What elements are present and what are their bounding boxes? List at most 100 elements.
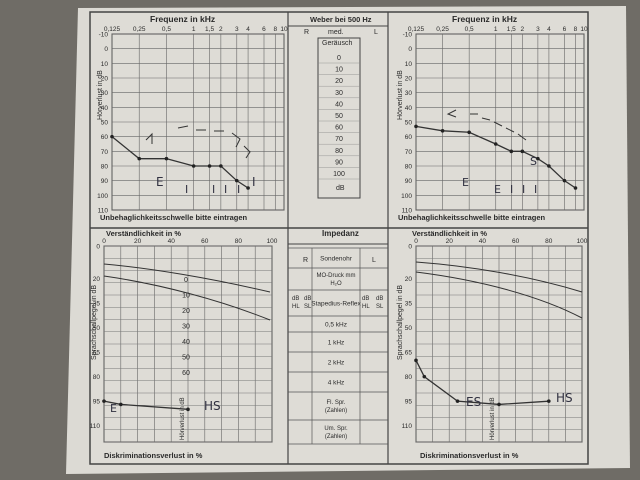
data-point (440, 129, 445, 133)
speech-y-label: 95 (405, 399, 413, 406)
speech-x-label: 40 (168, 238, 176, 245)
speech-y-label: 65 (93, 350, 101, 357)
data-point (520, 149, 525, 154)
freq-tick-label: 2 (521, 26, 525, 33)
speech-y-label: 35 (93, 301, 101, 308)
weber-level: 0 (337, 55, 341, 62)
audiogram-right-y-axis: Hörverlust in dB (397, 70, 404, 120)
db-tick-label: -10 (99, 32, 109, 39)
speech-left-points (102, 399, 190, 412)
speech-data-point (414, 358, 418, 363)
freq-tick-label: 4 (246, 26, 250, 33)
left-mark-4: I (237, 183, 240, 196)
audiogram-left-points (110, 134, 250, 190)
db-tick-label: 100 (401, 193, 412, 200)
weber-level: 10 (335, 67, 343, 74)
data-point (234, 178, 239, 183)
freq-tick-label: 0,5 (162, 26, 171, 33)
speech-x-label: 60 (512, 238, 520, 245)
freq-tick-label: 6 (262, 26, 266, 33)
speech-data-point (186, 407, 190, 412)
speech-left-grid (103, 245, 273, 443)
freq-tick-label: 2 (219, 26, 223, 33)
speech-x-label: 80 (545, 238, 553, 245)
impedanz-db-heads: dB HL dB SL dB HL dB SL (292, 296, 384, 310)
db-tick-label: 30 (405, 90, 413, 97)
form-frame (89, 11, 589, 465)
data-point (467, 130, 471, 135)
speech-inner-label: 50 (182, 355, 190, 362)
data-point (547, 164, 551, 168)
impedanz-row-label: 2 kHz (328, 360, 345, 367)
freq-tick-label: 3 (536, 26, 540, 33)
impedanz-sl-r: SL (304, 304, 312, 310)
impedanz-title: Impedanz (322, 229, 359, 238)
right-mark-i2: I (522, 183, 525, 196)
speech-data-point (102, 399, 106, 403)
left-mark-5: I (252, 175, 256, 189)
weber-levels: 0 10 20 30 40 50 60 70 80 90 100 (318, 55, 360, 180)
impedanz-hl-l: HL (362, 304, 370, 310)
freq-tick-label: 1 (192, 26, 196, 33)
freq-tick-label: 0,5 (465, 26, 474, 33)
freq-tick-label: 1,5 (205, 26, 214, 33)
weber-title: Weber bei 500 Hz (310, 15, 372, 24)
data-point (246, 186, 250, 190)
speech-y-label: 0 (408, 244, 412, 251)
impedanz-row-label: (Zahlen) (325, 408, 347, 414)
speech-x-label: 20 (134, 238, 142, 245)
impedanz-row-label: (Zahlen) (325, 434, 347, 440)
db-tick-label: 70 (101, 149, 109, 156)
db-tick-label: 40 (405, 105, 413, 112)
speech-left-loss-axis: Hörverlust in dB (180, 397, 186, 440)
freq-tick-label: 6 (563, 26, 567, 33)
weber-med: med. (328, 29, 344, 36)
freq-tick-label: 4 (547, 26, 551, 33)
freq-tick-label: 3 (235, 26, 239, 33)
left-mark-1: I (185, 183, 188, 196)
right-mark-i3: I (534, 183, 537, 196)
db-tick-label: 30 (101, 90, 109, 97)
speech-y-label: 110 (402, 423, 413, 430)
data-point (219, 164, 223, 168)
audiogram-left-freq-labels: 0,125 0,25 0,5 1 1,5 2 3 4 6 8 10 (104, 26, 288, 33)
left-mark-2: I (212, 183, 215, 196)
impedanz-db-l: dB (362, 296, 369, 302)
speech-inner-label: 10 (182, 293, 190, 300)
db-tick-label: 50 (405, 120, 413, 127)
speech-right-title: Verständlichkeit in % (412, 229, 487, 238)
freq-tick-label: 10 (580, 26, 588, 33)
db-tick-label: 40 (101, 105, 109, 112)
db-tick-label: 70 (405, 149, 413, 156)
speech-y-label: 110 (90, 423, 101, 430)
weber-level: 100 (333, 171, 345, 178)
weber-level: 60 (335, 125, 343, 132)
audiogram-left-curve (111, 136, 249, 189)
audiogram-right-points (414, 124, 578, 190)
speech-x-label: 40 (479, 238, 487, 245)
speech-left-footer: Diskriminationsverlust in % (104, 451, 203, 460)
speech-data-point (422, 374, 427, 379)
freq-tick-label: 0,25 (436, 26, 449, 33)
db-tick-label: 0 (104, 46, 108, 53)
speech-x-label: 0 (414, 238, 418, 245)
impedanz-db-r: dB (292, 296, 299, 302)
impedanz-row-label: Stapedius-Reflex (311, 301, 361, 308)
speech-right-y-axis: Sprachschallpegel in dB (397, 285, 404, 360)
data-point (562, 178, 567, 183)
impedanz-rows: Sondenohr MO-Druck mm H₂O Stapedius-Reflex 0… (311, 256, 361, 441)
speech-left-e: E (110, 402, 117, 415)
speech-data-point (497, 402, 501, 407)
audiogram-left: Frequenz in kHz 0,125 0,25 0,5 1 1,5 2 3 4 6 8 10 … (97, 14, 288, 222)
speech-inner-label: 20 (182, 308, 190, 315)
speech-right-loss-axis: Hörverlust in dB (490, 397, 496, 440)
speech-inner-label: 30 (182, 324, 190, 331)
speech-right-footer: Diskriminationsverlust in % (420, 451, 519, 460)
impedanz-row-label: H₂O (330, 281, 342, 287)
impedanz-hl-r: HL (292, 304, 300, 310)
freq-tick-label: 0,125 (408, 26, 425, 33)
speech-right-grid (415, 245, 583, 443)
speech-data-point (547, 399, 551, 403)
speech-right-hs: HS (556, 391, 573, 405)
audiogram-right-freq-labels: 0,125 0,25 0,5 1 1,5 2 3 4 6 8 10 (408, 26, 588, 33)
